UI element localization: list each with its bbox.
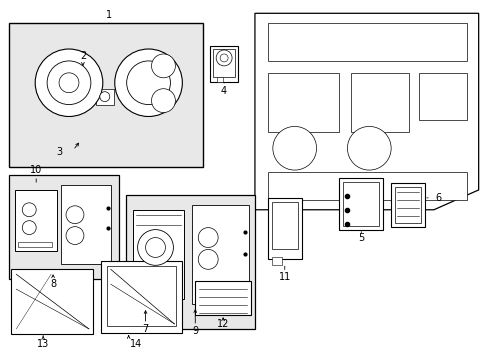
FancyBboxPatch shape: [267, 198, 301, 260]
Circle shape: [66, 206, 84, 224]
Circle shape: [35, 49, 102, 117]
Text: 11: 11: [278, 272, 290, 282]
Text: 7: 7: [142, 324, 148, 334]
Circle shape: [22, 203, 36, 217]
FancyBboxPatch shape: [267, 73, 339, 132]
Text: 10: 10: [30, 165, 42, 175]
Text: 6: 6: [435, 193, 441, 203]
Circle shape: [47, 61, 91, 105]
Circle shape: [220, 54, 227, 62]
FancyBboxPatch shape: [418, 73, 466, 121]
Circle shape: [216, 50, 232, 66]
FancyBboxPatch shape: [9, 175, 119, 279]
Circle shape: [272, 126, 316, 170]
FancyBboxPatch shape: [101, 261, 182, 333]
Text: 5: 5: [358, 233, 364, 243]
FancyBboxPatch shape: [271, 257, 281, 265]
FancyBboxPatch shape: [96, 89, 114, 105]
Circle shape: [198, 228, 218, 247]
FancyBboxPatch shape: [390, 183, 424, 227]
Circle shape: [145, 238, 165, 257]
Circle shape: [115, 49, 182, 117]
Text: 4: 4: [221, 86, 227, 96]
FancyBboxPatch shape: [213, 49, 235, 77]
FancyBboxPatch shape: [217, 77, 223, 82]
FancyBboxPatch shape: [351, 73, 408, 132]
FancyBboxPatch shape: [125, 195, 254, 329]
Text: 2: 2: [80, 51, 86, 61]
Circle shape: [66, 227, 84, 244]
Circle shape: [151, 89, 175, 113]
Circle shape: [22, 221, 36, 235]
FancyBboxPatch shape: [343, 182, 379, 226]
FancyBboxPatch shape: [192, 205, 248, 304]
FancyBboxPatch shape: [339, 178, 383, 230]
Circle shape: [198, 249, 218, 269]
Circle shape: [59, 73, 79, 93]
FancyBboxPatch shape: [394, 187, 420, 223]
FancyBboxPatch shape: [18, 242, 52, 247]
Text: 1: 1: [105, 10, 112, 20]
FancyBboxPatch shape: [15, 190, 57, 251]
FancyBboxPatch shape: [106, 266, 176, 326]
Text: 13: 13: [37, 339, 49, 349]
Text: 8: 8: [50, 279, 56, 289]
FancyBboxPatch shape: [267, 23, 466, 61]
Circle shape: [346, 126, 390, 170]
Text: 9: 9: [192, 326, 198, 336]
Circle shape: [126, 61, 170, 105]
Text: 3: 3: [56, 147, 62, 157]
FancyBboxPatch shape: [11, 269, 93, 334]
FancyBboxPatch shape: [195, 281, 250, 315]
Circle shape: [137, 230, 173, 265]
Circle shape: [100, 92, 109, 102]
Text: 14: 14: [129, 339, 142, 349]
Circle shape: [151, 54, 175, 78]
Text: 12: 12: [217, 319, 229, 329]
FancyBboxPatch shape: [210, 46, 238, 82]
FancyBboxPatch shape: [132, 210, 184, 299]
FancyBboxPatch shape: [9, 23, 203, 167]
FancyBboxPatch shape: [271, 202, 297, 249]
FancyBboxPatch shape: [61, 185, 111, 264]
FancyBboxPatch shape: [267, 172, 466, 200]
